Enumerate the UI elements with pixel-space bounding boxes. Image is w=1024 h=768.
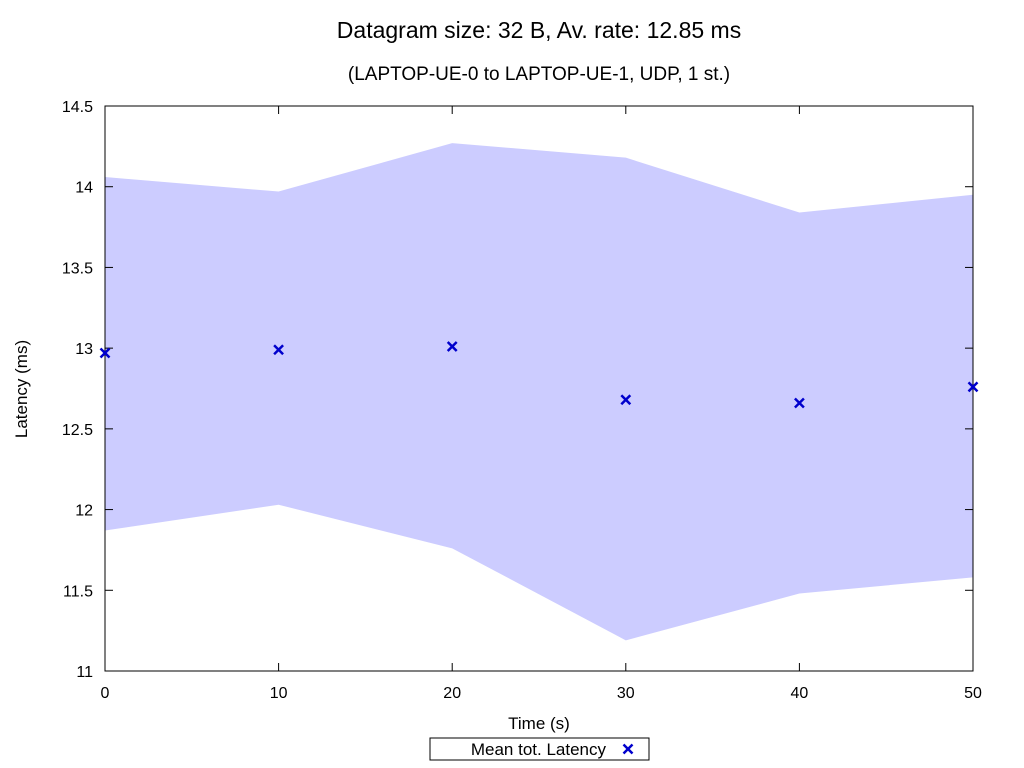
legend-marker bbox=[622, 743, 634, 755]
marker-stroke bbox=[620, 394, 632, 406]
chart-title: Datagram size: 32 B, Av. rate: 12.85 ms bbox=[337, 17, 741, 43]
y-tick-label: 13 bbox=[75, 341, 93, 358]
y-tick-label: 13.5 bbox=[62, 260, 93, 277]
marker-stroke bbox=[446, 341, 458, 352]
legend-label: Mean tot. Latency bbox=[471, 740, 607, 759]
y-axis-label: Latency (ms) bbox=[12, 340, 31, 438]
data-point bbox=[967, 381, 979, 393]
x-axis-label: Time (s) bbox=[508, 714, 570, 733]
marker-stroke bbox=[622, 743, 634, 755]
data-point bbox=[620, 394, 632, 406]
y-tick-label: 11.5 bbox=[63, 583, 93, 600]
data-point bbox=[794, 397, 805, 409]
y-tick-label: 12 bbox=[75, 503, 93, 520]
y-tick-label: 11 bbox=[76, 664, 93, 681]
data-point bbox=[446, 341, 458, 352]
axes: 11 11.5 12 12.5 13 13.5 14 14.5 0 10 20 30 40 50 bbox=[62, 99, 982, 702]
x-tick-label: 0 bbox=[101, 685, 110, 702]
x-tick-label: 30 bbox=[617, 685, 635, 702]
data-point bbox=[273, 344, 284, 356]
confidence-band bbox=[105, 143, 973, 641]
x-tick-label: 10 bbox=[270, 685, 288, 702]
x-tick-label: 50 bbox=[964, 685, 982, 702]
legend-marker-icon bbox=[622, 743, 634, 755]
marker-stroke bbox=[794, 397, 805, 409]
y-tick-label: 12.5 bbox=[62, 422, 93, 439]
y-tick-label: 14 bbox=[75, 180, 93, 197]
chart-subtitle: (LAPTOP-UE-0 to LAPTOP-UE-1, UDP, 1 st.) bbox=[348, 64, 730, 85]
confidence-band-layer bbox=[105, 143, 973, 641]
legend-box bbox=[429, 737, 650, 761]
y-tick-label: 14.5 bbox=[62, 99, 93, 116]
x-tick-label: 20 bbox=[443, 685, 461, 702]
data-points bbox=[99, 341, 979, 409]
marker-stroke bbox=[967, 381, 979, 393]
legend: Mean tot. Latency bbox=[429, 737, 650, 761]
x-tick-label: 40 bbox=[791, 685, 809, 702]
marker-stroke bbox=[99, 347, 111, 359]
data-point bbox=[99, 347, 111, 359]
marker-stroke bbox=[273, 344, 284, 356]
